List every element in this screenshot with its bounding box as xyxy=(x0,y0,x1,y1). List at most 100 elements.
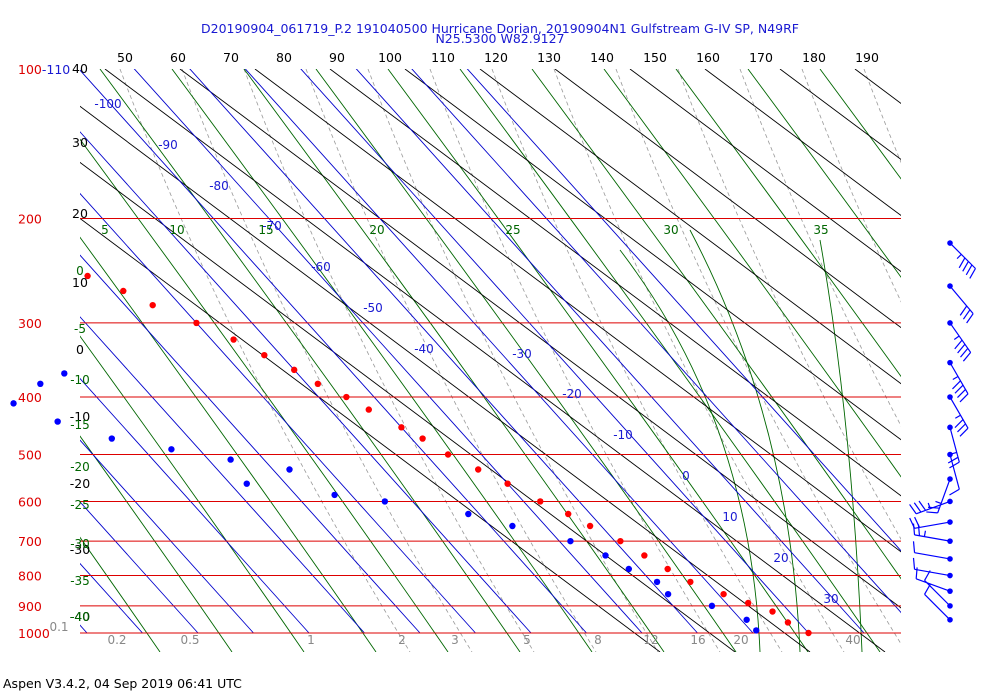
isotherm-label: -70 xyxy=(262,219,282,233)
pressure-label: 400 xyxy=(18,390,42,405)
wind-barb-flag xyxy=(954,419,964,429)
mixing-ratio-label: -25 xyxy=(70,498,90,512)
isotherm xyxy=(80,316,365,634)
mixing-ratio-bottom-label: 8 xyxy=(594,633,602,647)
wind-barb-flag xyxy=(962,352,972,362)
temperature-point xyxy=(664,565,671,573)
wind-barb-flag xyxy=(912,541,916,553)
pressure-label: 100-110 xyxy=(18,62,70,77)
wind-barb-shaft xyxy=(949,242,976,269)
top-axis-tick: 140 xyxy=(590,50,614,65)
top-axis-tick: 160 xyxy=(696,50,720,65)
theta-e-line xyxy=(619,249,761,652)
wind-barb-flag xyxy=(959,393,969,403)
mixing-ratio-line xyxy=(531,69,901,580)
wind-barb-shaft xyxy=(915,500,951,515)
isotherm xyxy=(80,192,476,634)
mixing-ratio-line xyxy=(603,69,901,478)
temperature-point xyxy=(261,351,268,359)
pressure-label: 800 xyxy=(18,569,42,584)
theta-e-label: 20 xyxy=(369,223,384,237)
dry-adiabat xyxy=(930,69,1000,652)
wind-barb-half-flag xyxy=(927,502,931,509)
mixing-ratio-line xyxy=(819,69,901,180)
wind-barb-station xyxy=(947,283,953,289)
isotherm-label: -30 xyxy=(512,347,532,361)
temperature-point xyxy=(537,498,544,505)
dewpoint-point xyxy=(243,480,250,487)
dewpoint-point xyxy=(168,446,175,453)
wind-barb-station xyxy=(947,424,953,431)
isotherm-label: -80 xyxy=(209,179,229,193)
wind-barb-shaft xyxy=(949,454,960,490)
temperature-point xyxy=(290,366,298,374)
theta-e-label: 25 xyxy=(505,223,520,237)
dewpoint-point xyxy=(625,565,633,573)
wind-barb-half-flag xyxy=(952,375,959,381)
wind-barb-shaft xyxy=(937,478,951,514)
dry-adiabat xyxy=(404,69,901,441)
wind-barb-station xyxy=(947,538,953,544)
wind-barb-flag xyxy=(957,423,966,433)
top-axis-tick: 90 xyxy=(329,50,345,65)
temperature-point xyxy=(419,435,426,442)
wind-barb-half-flag xyxy=(956,253,962,260)
temperature-point xyxy=(641,552,648,559)
mixing-ratio-label: -20 xyxy=(70,460,90,474)
wind-barb-station xyxy=(947,616,953,623)
wind-barb-flag xyxy=(913,502,922,513)
moist-adiabat xyxy=(305,69,597,652)
wind-barb-flag xyxy=(952,380,961,390)
wind-barb-flag xyxy=(918,500,927,511)
wind-barb-flag xyxy=(909,504,917,515)
dry-adiabat xyxy=(329,69,901,497)
isotherm xyxy=(189,69,698,634)
plot-area xyxy=(80,69,1000,652)
theta-e-label: 5 xyxy=(101,223,109,237)
wind-barb-flag xyxy=(949,488,960,496)
dry-adiabat xyxy=(80,161,736,652)
mixing-ratio-bottom-label: 12 xyxy=(643,633,658,647)
moist-adiabat xyxy=(367,69,659,652)
mixing-ratio-bottom-label: 2 xyxy=(398,633,406,647)
pressure-label: 700 xyxy=(18,534,42,549)
temperature-point xyxy=(784,619,792,626)
wind-barb-flag xyxy=(969,268,976,279)
dewpoint-profile xyxy=(10,370,760,634)
top-axis-tick: 120 xyxy=(484,50,508,65)
dry-adiabat xyxy=(554,69,901,329)
mixing-ratio-label: -30 xyxy=(70,537,90,551)
wind-barb-shaft xyxy=(949,322,972,353)
mixing-ratio-bottom-label: 5 xyxy=(523,633,531,647)
isotherm xyxy=(80,254,421,634)
top-axis-tick: 150 xyxy=(643,50,667,65)
dewpoint-point xyxy=(286,466,293,473)
left-axis-tick: 40 xyxy=(72,61,88,76)
mixing-ratio-line xyxy=(80,236,377,652)
left-axis-tick: 30 xyxy=(72,135,88,150)
dry-adiabat xyxy=(479,69,901,385)
wind-barb-station xyxy=(947,451,953,458)
wind-barb-half-flag xyxy=(953,335,960,340)
moist-adiabat xyxy=(615,69,901,645)
theta-e-label: 10 xyxy=(169,223,184,237)
theta-e-line xyxy=(819,239,863,652)
pressure-label: 300 xyxy=(18,316,42,331)
chart-subtitle-location: N25.5300 W82.9127 xyxy=(435,31,565,46)
top-axis-tick: 190 xyxy=(855,50,879,65)
mixing-ratio-line xyxy=(459,69,881,652)
temperature-point xyxy=(343,393,350,401)
dry-adiabat xyxy=(854,69,901,104)
wind-barb-shaft xyxy=(914,552,951,560)
moist-adiabat xyxy=(243,69,535,652)
isotherm xyxy=(133,69,643,634)
moist-adiabat xyxy=(119,69,411,652)
wind-barb-half-flag xyxy=(935,500,942,505)
isotherm xyxy=(80,439,254,634)
dewpoint-point xyxy=(108,435,115,442)
moist-adiabat xyxy=(429,69,721,652)
dry-adiabat xyxy=(629,69,901,273)
wind-barb-station xyxy=(947,572,953,579)
moist-adiabat xyxy=(181,69,473,652)
mixing-ratio-bottom-label: 20 xyxy=(733,633,748,647)
